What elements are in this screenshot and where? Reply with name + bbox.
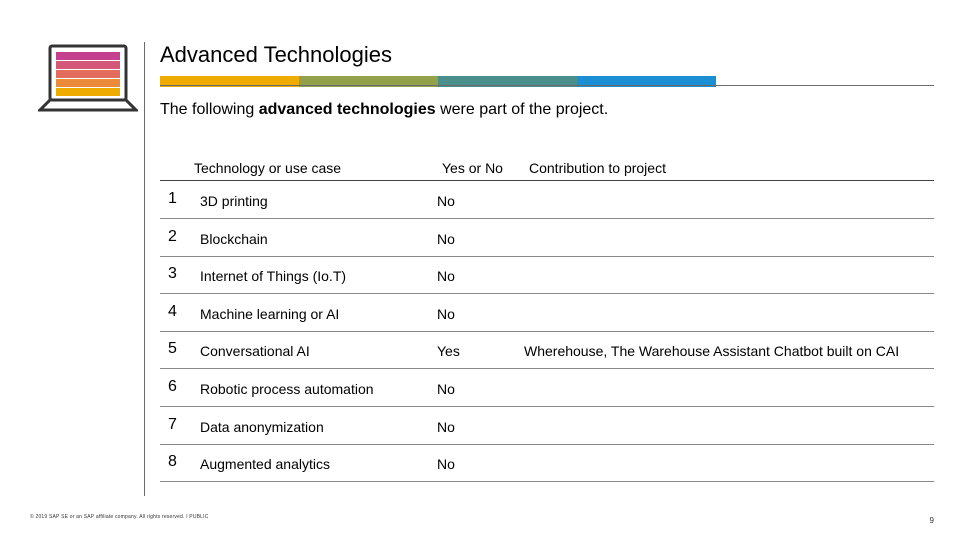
row-number: 5 [168,340,177,357]
color-bar-segment [438,76,577,87]
title-underline [160,85,934,86]
table-row: 5 Conversational AI Yes Wherehouse, The War… [160,331,934,369]
table-row: 6 Robotic process automation No [160,369,934,407]
technology-name: Internet of Things (Io.T) [200,268,347,284]
row-number: 7 [168,416,177,433]
laptop-screen-stripe [56,70,120,78]
row-number: 4 [168,303,177,320]
technology-name: Blockchain [200,231,268,247]
color-bar-segment [577,76,716,87]
laptop-screen-stripe [56,88,120,96]
header-technology: Technology or use case [194,160,342,176]
header-contribution: Contribution to project [529,160,666,176]
copyright-footer: © 2019 SAP SE or an SAP affiliate compan… [30,514,209,520]
laptop-screen-stripe [56,61,120,69]
page-title: Advanced Technologies [160,42,392,67]
header-rule [160,180,934,181]
table-row: 2 Blockchain No [160,219,934,257]
contribution-text: Wherehouse, The Warehouse Assistant Chat… [524,343,900,359]
subtitle: The following advanced technologies were… [160,101,608,119]
table-row: 7 Data anonymization No [160,407,934,445]
row-number: 3 [168,265,177,282]
row-number: 8 [168,453,177,470]
technology-name: Robotic process automation [200,381,374,397]
yes-or-no-value: Yes [437,343,460,359]
subtitle-bold-text: advanced technologies [258,101,436,118]
color-bar-segment [160,76,299,87]
row-number: 6 [168,378,177,395]
yes-or-no-value: No [437,456,455,472]
yes-or-no-value: No [437,306,455,322]
technology-name: 3D printing [200,193,268,209]
laptop-screen-stripe [56,79,120,87]
subtitle-text-start: The following [160,101,259,118]
technology-name: Augmented analytics [200,456,330,472]
technology-name: Machine learning or AI [200,306,340,322]
row-number: 1 [168,190,177,207]
yes-or-no-value: No [437,419,455,435]
yes-or-no-value: No [437,381,455,397]
technology-name: Data anonymization [200,419,324,435]
laptop-screen-stripe [56,52,120,60]
header-yes-or-no: Yes or No [442,160,503,176]
yes-or-no-value: No [437,231,455,247]
color-bar-segment [299,76,438,87]
laptop-icon [38,44,138,112]
table-row: 4 Machine learning or AI No [160,294,934,332]
yes-or-no-value: No [437,268,455,284]
divider-vertical [144,42,145,496]
technology-name: Conversational AI [200,343,310,359]
yes-or-no-value: No [437,193,455,209]
row-number: 2 [168,228,177,245]
table-row: 3 Internet of Things (Io.T) No [160,256,934,294]
page-number: 9 [929,516,934,525]
table-row: 8 Augmented analytics No [160,444,934,482]
subtitle-text-end: were part of the project. [435,101,609,118]
color-bar [160,76,716,87]
table-row: 1 3D printing No [160,181,934,219]
